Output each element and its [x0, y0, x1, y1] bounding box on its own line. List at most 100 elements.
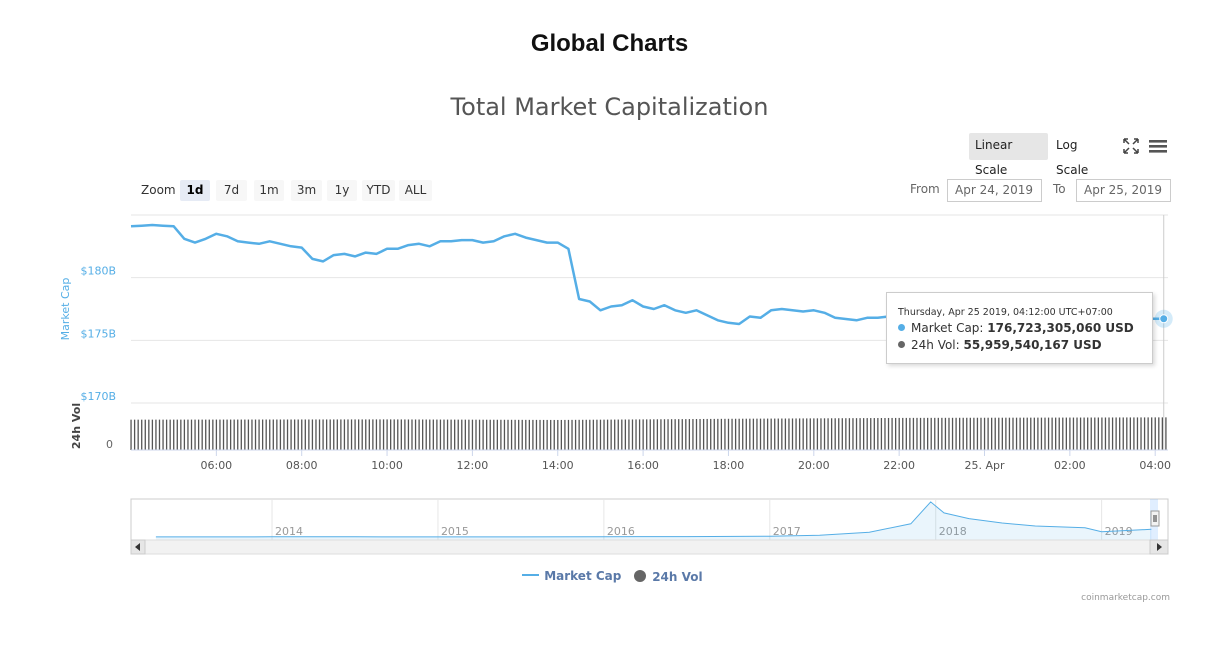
volume-bar	[617, 419, 619, 450]
volume-bar	[916, 417, 918, 450]
volume-bar	[226, 419, 228, 450]
zoom-button[interactable]: 3m	[291, 180, 322, 201]
navigator-tick-label: 2014	[275, 525, 303, 538]
volume-bar	[784, 418, 787, 450]
volume-bar	[642, 419, 644, 450]
volume-bar	[1094, 417, 1096, 450]
zoom-button[interactable]: YTD	[362, 180, 395, 201]
volume-bar	[959, 417, 961, 450]
volume-bar	[742, 418, 744, 450]
expand-icon[interactable]	[1122, 137, 1140, 155]
volume-bar	[322, 419, 324, 450]
from-label: From	[910, 182, 940, 196]
legend-item-market-cap[interactable]: Market Cap	[522, 569, 621, 583]
volume-bar	[173, 419, 175, 450]
volume-bar	[1069, 417, 1071, 450]
volume-bar	[169, 419, 171, 450]
volume-bar	[414, 419, 417, 450]
volume-bar	[816, 418, 819, 450]
from-date-input[interactable]: Apr 24, 2019	[947, 179, 1042, 202]
zoom-label: Zoom	[141, 183, 176, 197]
volume-bar	[749, 418, 751, 450]
volume-bar	[286, 419, 289, 450]
volume-bar	[190, 419, 193, 450]
volume-bar	[838, 418, 840, 450]
volume-bar	[237, 419, 239, 450]
volume-bar	[1030, 417, 1032, 450]
zoom-button[interactable]: 1y	[327, 180, 357, 201]
volume-bar	[308, 419, 310, 450]
volume-bar	[553, 419, 555, 450]
volume-bar	[660, 419, 662, 450]
volume-bar	[382, 419, 385, 450]
zoom-button[interactable]: 7d	[216, 180, 247, 201]
tooltip-header: Thursday, Apr 25 2019, 04:12:00 UTC+07:0…	[898, 307, 1113, 318]
volume-bar	[571, 419, 573, 450]
volume-bar	[411, 419, 413, 450]
volume-bar	[290, 419, 292, 450]
volume-bar	[151, 419, 154, 450]
volume-bar	[507, 419, 509, 450]
volume-bar	[937, 417, 939, 450]
volume-bar	[311, 419, 314, 450]
volume-bar	[525, 419, 527, 450]
hamburger-menu-icon[interactable]	[1148, 137, 1168, 155]
volume-bar	[1154, 417, 1156, 450]
volume-bar	[532, 419, 534, 450]
zoom-button[interactable]: 1m	[254, 180, 284, 201]
to-date-input[interactable]: Apr 25, 2019	[1076, 179, 1171, 202]
x-tick-label: 16:00	[627, 459, 659, 472]
volume-bar	[585, 419, 587, 450]
x-tick-label: 20:00	[798, 459, 830, 472]
line-legend-icon	[522, 574, 539, 576]
x-tick-label: 04:00	[1139, 459, 1171, 472]
volume-bar	[165, 419, 168, 450]
zoom-button[interactable]: 1d	[180, 180, 210, 201]
volume-bar	[582, 419, 584, 450]
volume-bar	[621, 419, 623, 450]
volume-bar	[404, 419, 406, 450]
volume-bar	[862, 418, 865, 450]
volume-bar	[1136, 417, 1139, 450]
volume-bar	[1033, 417, 1035, 450]
volume-bar	[454, 419, 456, 450]
volume-bar	[194, 419, 196, 450]
volume-bar	[759, 418, 762, 450]
market-cap-line	[130, 223, 1164, 326]
volume-bar	[962, 417, 964, 450]
volume-bar	[535, 419, 538, 450]
volume-bar	[457, 419, 459, 450]
volume-bar	[731, 418, 733, 450]
volume-bar	[873, 418, 875, 450]
volume-bar	[1065, 417, 1067, 450]
linear-scale-button[interactable]: Linear Scale	[969, 133, 1048, 177]
navigator-tick-label: 2015	[441, 525, 469, 538]
volume-bar	[343, 419, 346, 450]
volume-bar	[706, 418, 708, 450]
volume-bar	[966, 417, 968, 450]
credits-link[interactable]: coinmarketcap.com	[1081, 593, 1170, 603]
volume-bar	[830, 418, 833, 450]
volume-bar	[357, 419, 360, 450]
volume-bar	[727, 418, 730, 450]
volume-bar	[649, 419, 651, 450]
volume-bar	[599, 419, 602, 450]
legend-item-24h-vol[interactable]: 24h Vol	[634, 569, 703, 584]
volume-bar	[301, 419, 303, 450]
volume-bar	[781, 418, 783, 450]
log-scale-button[interactable]: Log Scale	[1056, 138, 1089, 177]
zoom-button[interactable]: ALL	[399, 180, 432, 201]
volume-bar	[1040, 417, 1043, 450]
volume-bar	[386, 419, 388, 450]
volume-bar	[994, 417, 996, 450]
volume-bar	[841, 418, 843, 450]
volume-bar	[923, 417, 925, 450]
volume-bar	[766, 418, 769, 450]
legend-label: Market Cap	[544, 569, 622, 583]
volume-bar	[656, 419, 659, 450]
volume-bar	[980, 417, 982, 450]
volume-bar	[973, 417, 975, 450]
tooltip-row-market-cap: Market Cap: 176,723,305,060 USD	[898, 321, 1141, 335]
volume-bar	[638, 419, 641, 450]
volume-bar	[1165, 417, 1167, 450]
